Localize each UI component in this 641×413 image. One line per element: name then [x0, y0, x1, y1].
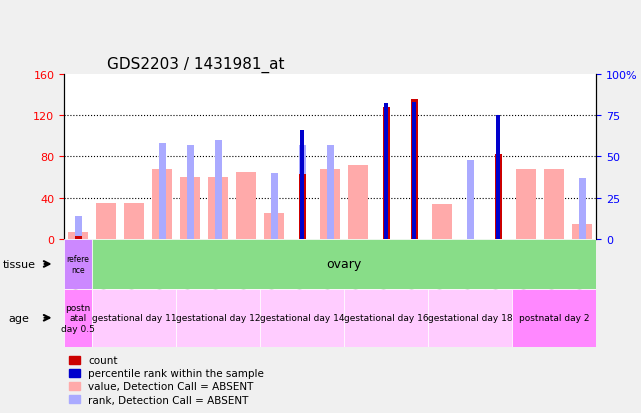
Bar	[264, 214, 284, 240]
Text: gestational day 14: gestational day 14	[260, 313, 344, 323]
Text: tissue: tissue	[3, 259, 36, 269]
FancyBboxPatch shape	[428, 289, 512, 347]
Bar	[348, 165, 368, 240]
Bar	[411, 100, 417, 240]
Text: age: age	[9, 313, 29, 323]
Bar	[208, 178, 228, 240]
FancyBboxPatch shape	[92, 289, 176, 347]
Bar	[74, 236, 81, 240]
Text: refere
nce: refere nce	[67, 255, 90, 274]
FancyBboxPatch shape	[64, 240, 92, 289]
Bar	[496, 116, 500, 240]
Bar	[579, 178, 586, 240]
Bar	[432, 204, 452, 240]
Text: gestational day 11: gestational day 11	[92, 313, 176, 323]
Bar	[327, 145, 333, 240]
Bar	[153, 169, 172, 240]
Bar	[187, 145, 194, 240]
FancyBboxPatch shape	[260, 289, 344, 347]
Text: gestational day 12: gestational day 12	[176, 313, 260, 323]
Bar	[299, 174, 306, 240]
Bar	[96, 204, 116, 240]
Bar	[299, 145, 306, 240]
Bar	[412, 102, 416, 240]
Bar	[180, 178, 200, 240]
Bar	[124, 204, 144, 240]
Text: postn
atal
day 0.5: postn atal day 0.5	[61, 303, 95, 333]
Text: gestational day 18: gestational day 18	[428, 313, 512, 323]
Bar	[301, 131, 304, 240]
Bar	[237, 173, 256, 240]
FancyBboxPatch shape	[512, 289, 596, 347]
FancyBboxPatch shape	[92, 240, 596, 289]
Bar	[74, 216, 81, 240]
Text: GDS2203 / 1431981_at: GDS2203 / 1431981_at	[106, 57, 284, 73]
Bar	[572, 224, 592, 240]
Text: ovary: ovary	[326, 258, 362, 271]
Bar	[320, 169, 340, 240]
Text: postnatal day 2: postnatal day 2	[519, 313, 589, 323]
Bar	[495, 155, 501, 240]
Bar	[385, 104, 388, 240]
Bar	[159, 144, 165, 240]
FancyBboxPatch shape	[344, 289, 428, 347]
Text: gestational day 16: gestational day 16	[344, 313, 428, 323]
Bar	[517, 169, 536, 240]
Bar	[544, 169, 564, 240]
Bar	[271, 173, 278, 240]
Bar	[69, 232, 88, 240]
Legend: count, percentile rank within the sample, value, Detection Call = ABSENT, rank, : count, percentile rank within the sample…	[69, 355, 264, 405]
Bar	[215, 140, 222, 240]
Bar	[467, 160, 474, 240]
Bar	[383, 107, 390, 240]
FancyBboxPatch shape	[176, 289, 260, 347]
FancyBboxPatch shape	[64, 289, 92, 347]
